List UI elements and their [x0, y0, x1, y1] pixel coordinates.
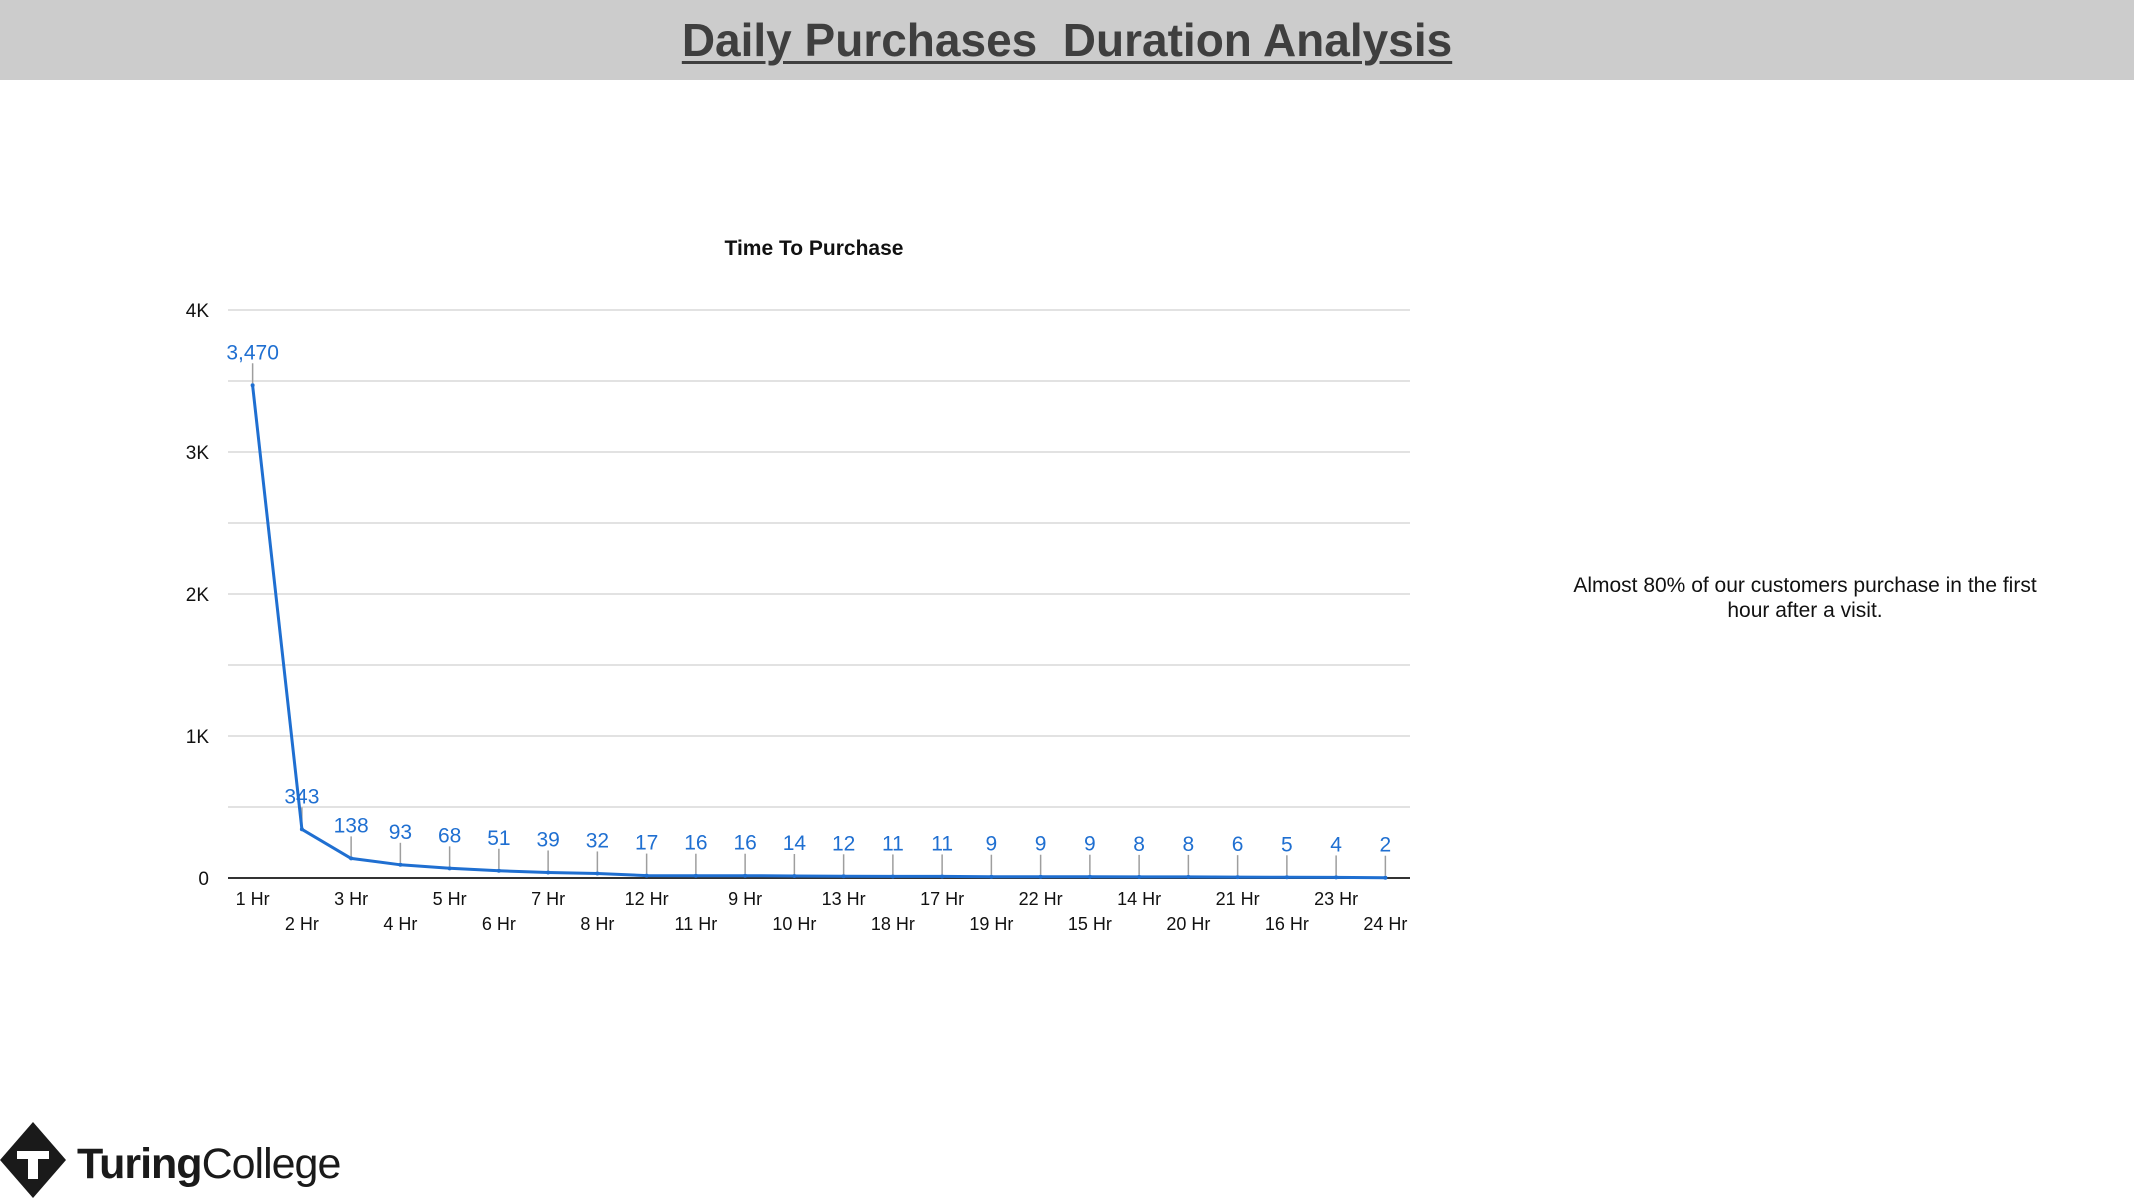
- data-label: 4: [1330, 833, 1342, 856]
- x-tick-label: 8 Hr: [580, 914, 614, 934]
- data-point: [792, 874, 797, 879]
- data-point: [349, 856, 354, 861]
- series-line: [251, 385, 1386, 880]
- x-tick-label: 16 Hr: [1265, 914, 1309, 934]
- x-tick-label: 6 Hr: [482, 914, 516, 934]
- y-tick-label: 0: [198, 869, 209, 890]
- data-point: [496, 868, 501, 873]
- x-tick-label: 10 Hr: [772, 914, 816, 934]
- x-tick-label: 15 Hr: [1068, 914, 1112, 934]
- x-tick-label: 7 Hr: [531, 889, 565, 909]
- data-label: 14: [783, 832, 807, 855]
- data-label: 32: [586, 829, 609, 852]
- data-label: 8: [1133, 833, 1145, 856]
- data-label: 5: [1281, 833, 1293, 856]
- data-label: 2: [1380, 834, 1392, 857]
- data-point: [1038, 874, 1043, 879]
- x-tick-label: 3 Hr: [334, 889, 368, 909]
- x-tick-label: 21 Hr: [1216, 889, 1260, 909]
- x-tick-label: 5 Hr: [433, 889, 467, 909]
- y-tick-label: 4K: [186, 301, 210, 322]
- insight-text: Almost 80% of our customers purchase in …: [1573, 574, 2037, 622]
- y-tick-label: 1K: [186, 727, 210, 748]
- data-point: [447, 866, 452, 871]
- data-point: [1087, 874, 1092, 879]
- data-point: [743, 873, 748, 878]
- x-tick-label: 12 Hr: [625, 889, 669, 909]
- data-label: 6: [1232, 833, 1244, 856]
- x-tick-label: 17 Hr: [920, 889, 964, 909]
- x-tick-label: 2 Hr: [285, 914, 319, 934]
- data-point: [1235, 875, 1240, 880]
- y-tick-label: 2K: [186, 585, 210, 606]
- data-label: 16: [733, 832, 756, 855]
- data-label: 17: [635, 832, 658, 855]
- data-label: 9: [1084, 833, 1096, 856]
- data-label: 93: [389, 821, 412, 844]
- data-label: 11: [931, 832, 953, 855]
- data-point: [1284, 875, 1289, 880]
- data-point: [398, 862, 403, 867]
- data-label: 8: [1183, 833, 1195, 856]
- data-point: [989, 874, 994, 879]
- x-tick-label: 11 Hr: [675, 914, 718, 934]
- data-point: [644, 873, 649, 878]
- brand-name-regular: College: [201, 1140, 342, 1188]
- data-label: 39: [536, 828, 559, 851]
- data-label: 343: [284, 785, 319, 808]
- data-point: [890, 874, 895, 879]
- data-point: [299, 827, 304, 832]
- y-tick-label: 3K: [186, 443, 210, 464]
- turing-college-logo: TuringCollege: [0, 1120, 342, 1200]
- x-tick-label: 14 Hr: [1117, 889, 1161, 909]
- data-point: [841, 874, 846, 879]
- data-point: [693, 873, 698, 878]
- data-point: [595, 871, 600, 876]
- data-label: 9: [986, 833, 998, 856]
- chart-title: Time To Purchase: [725, 237, 904, 260]
- data-label: 138: [334, 814, 369, 837]
- data-label: 11: [882, 832, 904, 855]
- x-tick-label: 22 Hr: [1019, 889, 1063, 909]
- data-point: [546, 870, 551, 875]
- data-point: [1186, 874, 1191, 879]
- data-label: 68: [438, 824, 461, 847]
- x-tick-label: 20 Hr: [1166, 914, 1210, 934]
- data-point: [1334, 875, 1339, 880]
- page-title: Daily Purchases Duration Analysis: [681, 14, 1453, 66]
- x-tick-label: 9 Hr: [728, 889, 762, 909]
- data-label: 51: [487, 827, 510, 850]
- data-label: 3,470: [226, 341, 279, 364]
- brand-name-bold: Turing: [77, 1140, 203, 1188]
- turing-logo-icon: [0, 1122, 66, 1198]
- x-tick-label: 13 Hr: [822, 889, 866, 909]
- data-point: [1137, 874, 1142, 879]
- data-label: 16: [684, 832, 707, 855]
- x-tick-label: 19 Hr: [969, 914, 1013, 934]
- data-point: [1383, 875, 1388, 880]
- data-label: 12: [832, 832, 855, 855]
- x-tick-label: 1 Hr: [236, 889, 270, 909]
- title-bar: Daily Purchases Duration Analysis: [0, 0, 2134, 80]
- data-point: [940, 874, 945, 879]
- brand-name: TuringCollege: [77, 1140, 342, 1189]
- x-tick-label: 18 Hr: [871, 914, 915, 934]
- x-tick-label: 24 Hr: [1363, 914, 1407, 934]
- data-point: [250, 383, 255, 388]
- x-tick-label: 23 Hr: [1314, 889, 1358, 909]
- x-tick-label: 4 Hr: [383, 914, 417, 934]
- data-label: 9: [1035, 833, 1047, 856]
